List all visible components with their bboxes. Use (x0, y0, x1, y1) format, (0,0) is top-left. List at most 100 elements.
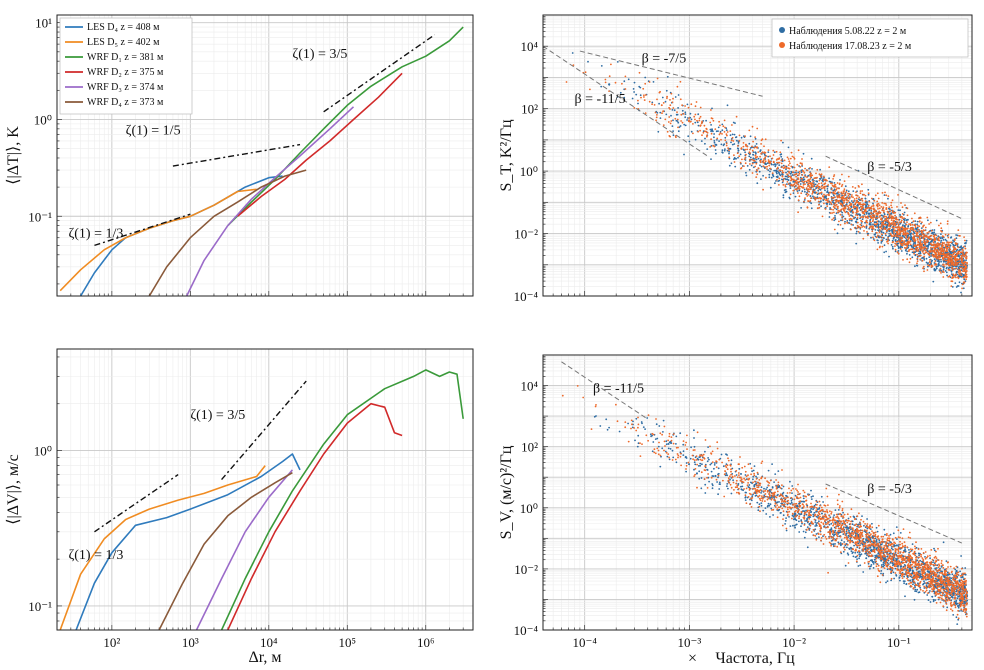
scatter-point (705, 128, 708, 131)
scatter-point (730, 141, 732, 144)
scatter-point (817, 189, 820, 192)
scatter-point (829, 201, 832, 204)
scatter-point (927, 246, 930, 248)
scatter-point (793, 524, 796, 527)
scatter-point (779, 174, 782, 177)
scatter-point (867, 234, 869, 237)
scatter-point (964, 257, 967, 259)
scatter-point (942, 249, 945, 252)
scatter-point (918, 554, 920, 557)
scatter-point (731, 133, 734, 136)
scatter-point (881, 225, 883, 228)
scatter-point (918, 220, 921, 223)
scatter-point (807, 193, 810, 196)
scatter-point (868, 226, 871, 229)
scatter-point (844, 185, 847, 188)
scatter-point (683, 153, 685, 156)
scatter-point (909, 229, 912, 231)
scatter-point (835, 188, 838, 191)
scatter-point (833, 203, 836, 206)
scatter-point (924, 252, 927, 254)
scatter-point (897, 252, 900, 255)
scatter-point (878, 210, 881, 213)
scatter-point (775, 180, 777, 182)
scatter-point (840, 219, 842, 222)
scatter-point (791, 492, 793, 494)
scatter-point (891, 231, 894, 234)
scatter-point (809, 200, 812, 202)
structure-temperature-panel: ζ(1) = 1/3ζ(1) = 1/5ζ(1) = 3/510⁻¹10⁰10¹… (5, 14, 474, 297)
scatter-point (938, 236, 940, 239)
scatter-point (672, 134, 675, 137)
scatter-point (782, 184, 785, 186)
scatter-point (819, 175, 822, 178)
scatter-point (890, 223, 893, 226)
scatter-point (662, 110, 664, 113)
scatter-point (768, 164, 771, 167)
scatter-point (829, 180, 832, 183)
scatter-point (634, 439, 636, 442)
scatter-point (914, 224, 917, 227)
scatter-point (710, 124, 712, 126)
scatter-point (624, 88, 627, 90)
scatter-point (903, 241, 905, 244)
scatter-point (815, 191, 818, 194)
scatter-point (952, 614, 955, 616)
scatter-point (656, 77, 659, 80)
scatter-point (841, 183, 844, 186)
scatter-point (788, 516, 790, 518)
scatter-point (812, 178, 814, 181)
scatter-point (798, 172, 801, 175)
scatter-point (806, 176, 808, 179)
scatter-point (797, 174, 800, 177)
scatter-point (950, 577, 953, 580)
scatter-point (772, 174, 774, 177)
scatter-point (710, 132, 713, 135)
scatter-point (899, 579, 901, 582)
scatter-point (791, 166, 794, 169)
reference-slope-line (172, 143, 301, 167)
scatter-point (850, 219, 853, 222)
scatter-point (938, 239, 941, 242)
scatter-point (713, 464, 716, 466)
spectrum-velocity-grid (542, 354, 973, 631)
scatter-point (632, 420, 634, 423)
scatter-point (843, 201, 846, 204)
scatter-point (856, 227, 859, 229)
scatter-point (762, 161, 764, 164)
scatter-point (940, 241, 942, 244)
scatter-point (756, 182, 759, 185)
scatter-point (921, 248, 923, 250)
scatter-point (935, 234, 938, 237)
scatter-point (658, 102, 660, 105)
scatter-point (855, 242, 858, 245)
scatter-point (922, 249, 925, 252)
y-axis-label: ⟨|ΔV|⟩, м/с (5, 454, 22, 524)
scatter-point (829, 212, 832, 215)
scatter-point (828, 203, 831, 206)
scatter-point (696, 457, 699, 460)
scatter-point (676, 118, 679, 121)
scatter-point (819, 168, 821, 171)
scatter-point (892, 216, 895, 219)
scatter-point (923, 258, 926, 261)
scatter-point (917, 250, 919, 252)
scatter-point (906, 246, 909, 248)
scatter-point (906, 242, 909, 245)
scatter-point (792, 184, 795, 187)
scatter-point (914, 226, 917, 229)
scatter-point (845, 191, 848, 193)
scatter-point (724, 136, 727, 139)
scatter-point (905, 583, 908, 586)
scatter-point (942, 256, 944, 258)
scatter-point (781, 181, 784, 184)
scatter-point (834, 509, 837, 511)
scatter-point (937, 254, 940, 256)
scatter-point (921, 257, 923, 260)
scatter-point (961, 287, 963, 290)
scatter-point (689, 112, 692, 115)
scatter-point (787, 158, 790, 160)
scatter-point (839, 179, 841, 181)
scatter-point (755, 176, 758, 179)
scatter-point (721, 151, 724, 154)
